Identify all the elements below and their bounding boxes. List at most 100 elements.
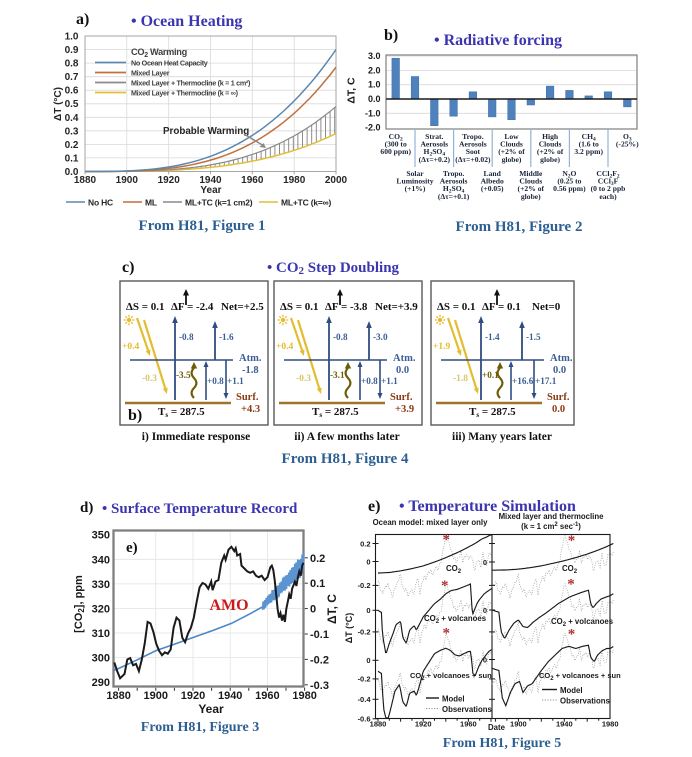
svg-text:ΔF = -2.4: ΔF = -2.4	[171, 301, 214, 313]
svg-text:Net=0: Net=0	[532, 301, 561, 313]
svg-text:-0.3: -0.3	[296, 374, 311, 384]
svg-text:Observations: Observations	[442, 705, 492, 714]
svg-text:ΔF = -3.8: ΔF = -3.8	[325, 301, 368, 313]
svg-text:ΔT, C: ΔT, C	[346, 77, 358, 104]
svg-text:-0.2: -0.2	[310, 654, 329, 666]
svg-text:-1.8: -1.8	[242, 365, 259, 376]
svg-text:1880: 1880	[106, 690, 130, 702]
svg-text:Solar: Solar	[406, 169, 424, 178]
svg-text:290: 290	[92, 677, 110, 689]
svg-text:e): e)	[126, 540, 138, 556]
svg-text:1960: 1960	[255, 690, 279, 702]
svg-text:*: *	[567, 577, 575, 593]
svg-text:b): b)	[384, 27, 398, 44]
svg-text:(+1%): (+1%)	[405, 184, 426, 193]
svg-text:350: 350	[92, 530, 110, 542]
svg-text:1.0: 1.0	[65, 32, 79, 43]
svg-text:Mixed layer and thermocline: Mixed layer and thermocline	[499, 512, 605, 521]
svg-text:High: High	[542, 132, 559, 141]
svg-text:CH4: CH4	[582, 132, 596, 143]
svg-text:0: 0	[483, 655, 487, 664]
svg-text:ΔT, C: ΔT, C	[325, 594, 339, 624]
svg-text:*: *	[568, 533, 576, 549]
svg-text:• Temperature Simulation: • Temperature Simulation	[399, 498, 576, 515]
svg-text:CCl2F2: CCl2F2	[596, 169, 619, 180]
svg-text:1880: 1880	[74, 175, 97, 186]
svg-text:CO2 + volcanoes: CO2 + volcanoes	[551, 617, 614, 628]
svg-text:0.0: 0.0	[396, 365, 409, 376]
svg-text:1900: 1900	[510, 720, 527, 729]
svg-text:0: 0	[366, 557, 370, 566]
svg-text:-0.2: -0.2	[358, 628, 371, 637]
svg-text:Luminosity: Luminosity	[396, 177, 433, 186]
svg-text:0.2: 0.2	[65, 140, 79, 151]
svg-text:d): d)	[80, 500, 93, 516]
svg-text:H2SO4: H2SO4	[424, 147, 446, 158]
svg-text:0.0: 0.0	[552, 404, 565, 415]
svg-text:Ts = 287.5: Ts = 287.5	[158, 406, 205, 419]
svg-text:(300 to: (300 to	[385, 140, 407, 149]
svg-text:-1.5: -1.5	[526, 332, 541, 342]
svg-text:0.7: 0.7	[65, 72, 79, 83]
svg-text:Ts = 287.5: Ts = 287.5	[469, 406, 516, 419]
svg-text:Clouds: Clouds	[539, 140, 562, 149]
svg-text:3.0: 3.0	[368, 51, 381, 61]
svg-text:1940: 1940	[218, 690, 242, 702]
svg-text:From H81, Figure 4: From H81, Figure 4	[282, 451, 409, 467]
svg-text:ΔF = 0.1: ΔF = 0.1	[482, 301, 521, 313]
svg-text:0.1: 0.1	[65, 153, 79, 164]
svg-text:ML: ML	[145, 198, 157, 208]
svg-text:-1.6: -1.6	[219, 332, 234, 342]
svg-text:ΔS = 0.1: ΔS = 0.1	[437, 301, 476, 313]
svg-text:CO2: CO2	[446, 564, 462, 575]
svg-text:+3.9: +3.9	[395, 404, 414, 415]
svg-text:globe): globe)	[540, 155, 560, 164]
svg-text:-1.8: -1.8	[453, 374, 468, 384]
svg-text:Surf.: Surf.	[547, 392, 570, 403]
svg-text:0.3: 0.3	[65, 126, 79, 137]
svg-text:ΔS = 0.1: ΔS = 0.1	[126, 301, 165, 313]
svg-text:ΔS = 0.1: ΔS = 0.1	[280, 301, 319, 313]
svg-text:+4.3: +4.3	[241, 404, 260, 415]
svg-text:(+0.05): (+0.05)	[481, 184, 504, 193]
svg-text:Aerosols: Aerosols	[459, 140, 487, 149]
svg-text:Albedo: Albedo	[481, 177, 504, 186]
svg-text:(+2% of: (+2% of	[498, 147, 525, 156]
svg-text:(+2% of: (+2% of	[518, 184, 545, 193]
svg-text:1.0: 1.0	[368, 80, 381, 90]
svg-text:2000: 2000	[325, 175, 348, 186]
svg-text:Soot: Soot	[466, 147, 481, 156]
svg-text:Land: Land	[484, 169, 502, 178]
svg-text:300: 300	[92, 653, 110, 665]
svg-text:CO2 + volcanoes + sun: CO2 + volcanoes + sun	[539, 671, 621, 682]
svg-text:O3: O3	[623, 132, 632, 143]
svg-text:H2SO4: H2SO4	[443, 184, 465, 195]
svg-text:1920: 1920	[158, 175, 181, 186]
svg-text:1940: 1940	[556, 720, 573, 729]
svg-text:Tropo.: Tropo.	[462, 132, 484, 141]
svg-text:CO2 + volcanoes + sun: CO2 + volcanoes + sun	[410, 671, 492, 682]
svg-text:Surf.: Surf.	[390, 392, 413, 403]
svg-text:0.0: 0.0	[65, 167, 79, 178]
svg-text:-0.6: -0.6	[358, 715, 371, 724]
svg-text:-1.4: -1.4	[485, 332, 500, 342]
svg-text:(Δτ=+0.02): (Δτ=+0.02)	[455, 155, 491, 164]
svg-text:-1.0: -1.0	[365, 108, 381, 118]
svg-text:Year: Year	[200, 185, 221, 196]
svg-text:Mixed Layer: Mixed Layer	[131, 69, 170, 78]
svg-text:iii) Many years later: iii) Many years later	[452, 431, 552, 443]
svg-text:-0.1: -0.1	[310, 629, 329, 641]
svg-text:Aerosols: Aerosols	[440, 177, 468, 186]
svg-text:0.8: 0.8	[65, 59, 79, 70]
svg-text:310: 310	[92, 628, 110, 640]
svg-text:1940: 1940	[199, 175, 222, 186]
svg-text:(0.25 to: (0.25 to	[557, 177, 581, 186]
svg-text:CCl3F: CCl3F	[598, 177, 619, 188]
svg-text:(1.6 to: (1.6 to	[579, 140, 599, 149]
svg-text:each): each)	[599, 192, 617, 201]
svg-text:+0.4: +0.4	[276, 342, 294, 352]
svg-text:No Ocean Heat Capacity: No Ocean Heat Capacity	[131, 59, 208, 68]
svg-text:Mixed Layer + Thermocline (k =: Mixed Layer + Thermocline (k = 1 cm²)	[131, 79, 251, 88]
svg-text:(Δτ=+0.1): (Δτ=+0.1)	[438, 192, 470, 201]
svg-text:0.4: 0.4	[65, 113, 79, 124]
